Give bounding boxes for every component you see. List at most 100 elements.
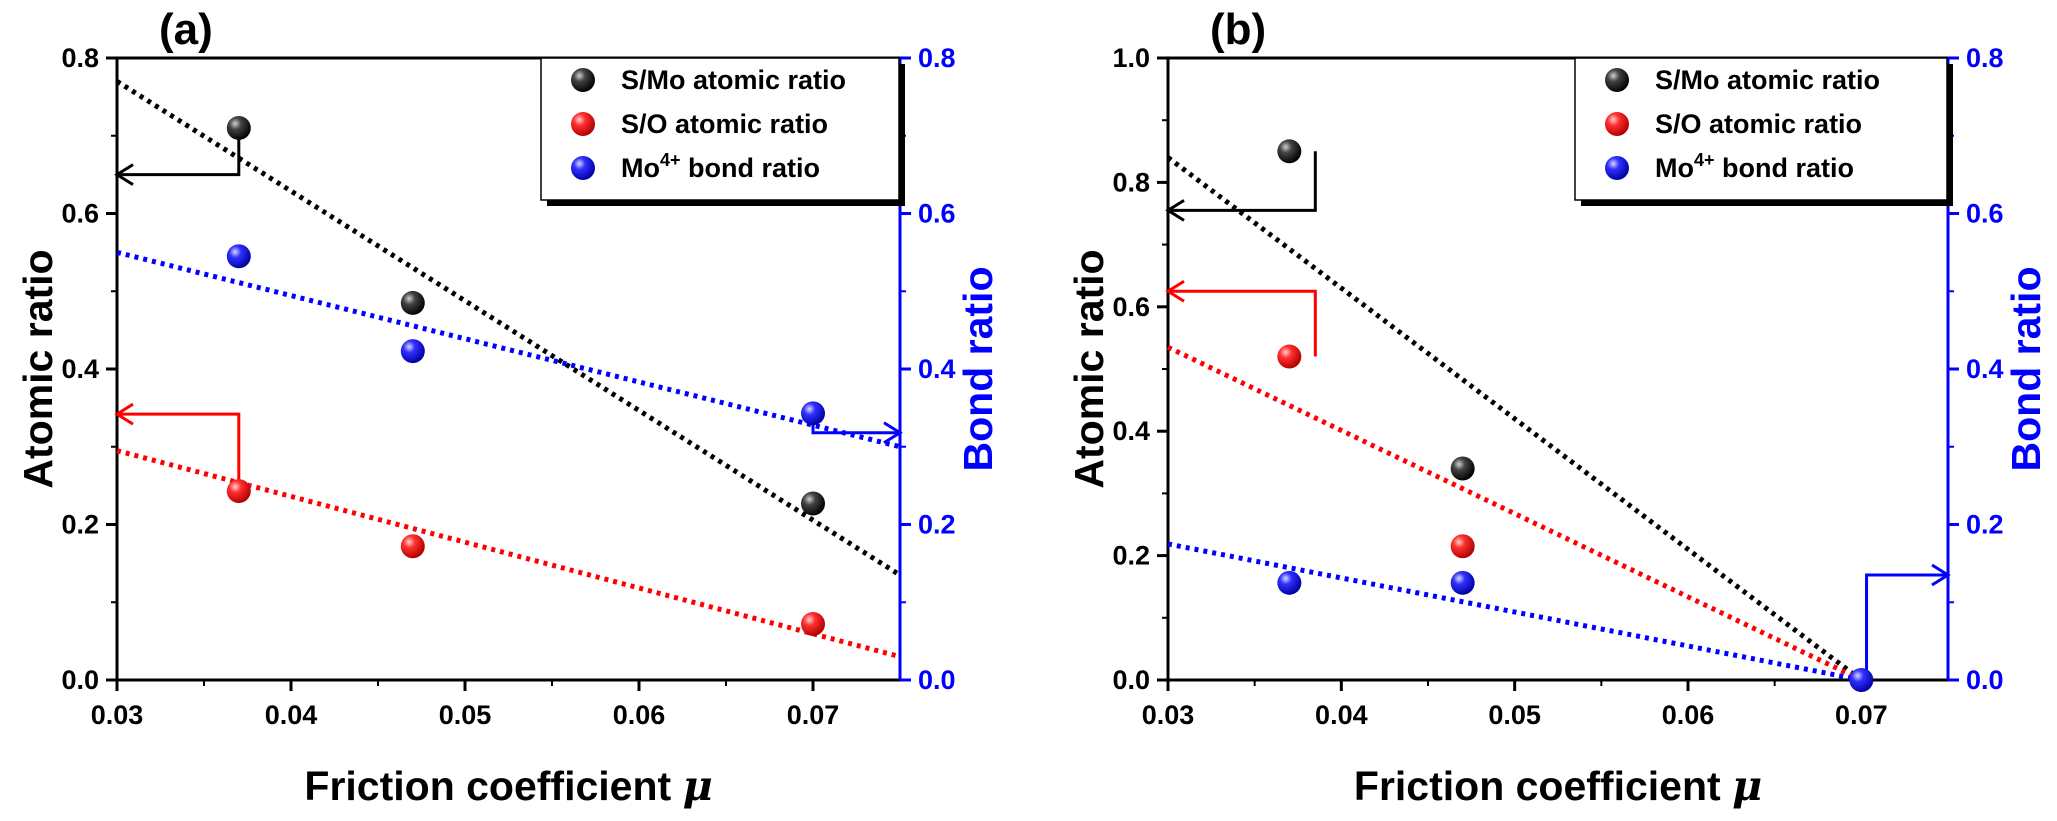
x-tick-label: 0.03 (1142, 700, 1195, 730)
y2-tick-label: 0.4 (918, 354, 956, 384)
legend-label: S/Mo atomic ratio (1655, 65, 1880, 95)
legend-marker (1605, 68, 1629, 92)
axis-pointer-arrow (117, 412, 241, 492)
x-tick-label: 0.06 (1662, 700, 1715, 730)
legend-label-tail: bond ratio (681, 153, 820, 183)
y-tick-label: 0.2 (1112, 541, 1150, 571)
data-point (226, 115, 251, 140)
axis-pointer-arrowhead (883, 421, 903, 445)
y-tick-label: 0.0 (1112, 665, 1150, 695)
legend-label-superscript: 4+ (1694, 150, 1715, 170)
panel-label: (b) (1210, 5, 1266, 54)
y-tick-label: 1.0 (1112, 43, 1150, 73)
legend-marker (571, 156, 595, 180)
x-tick-label: 0.03 (91, 700, 144, 730)
legend-label: S/O atomic ratio (1655, 109, 1862, 139)
legend-label-main: S/O atomic ratio (621, 109, 828, 139)
y2-tick-label: 0.8 (918, 43, 956, 73)
x-axis-label-text: Friction coefficient (1354, 763, 1732, 809)
legend-marker (571, 112, 595, 136)
fit-line (1166, 155, 1863, 682)
y2-tick-label: 0.2 (1966, 510, 2004, 540)
y2-tick-label: 0.0 (918, 665, 956, 695)
x-axis-label-text: Friction coefficient (304, 763, 682, 809)
x-tick-label: 0.06 (613, 700, 666, 730)
data-point (1450, 456, 1475, 481)
axis-pointer-arrowhead (1165, 279, 1185, 303)
panel-label: (a) (159, 5, 213, 54)
x-tick-label: 0.07 (787, 700, 840, 730)
data-point (226, 479, 251, 504)
data-point (1277, 344, 1302, 369)
axis-pointer-arrow (1168, 289, 1317, 357)
y2-tick-label: 0.4 (1966, 354, 2004, 384)
y-axis-label: Atomic ratio (15, 249, 61, 488)
axis-pointer-arrowhead (1165, 199, 1185, 222)
axis-pointer-arrowhead (1931, 563, 1951, 587)
data-point (801, 491, 825, 516)
data-point (1450, 570, 1475, 595)
data-point (801, 401, 825, 426)
axis-pointer-arrowhead (114, 402, 134, 426)
y-tick-label: 0.4 (61, 354, 99, 384)
data-point (226, 244, 251, 269)
y-tick-label: 0.6 (61, 199, 99, 229)
x-axis-label-symbol: μ (1732, 762, 1762, 810)
legend-label: Mo4+ bond ratio (1655, 150, 1854, 183)
y2-tick-label: 0.0 (1966, 665, 2004, 695)
axis-pointer-arrow (117, 127, 241, 177)
legend-marker (1605, 112, 1629, 136)
legend-label-superscript: 4+ (660, 150, 681, 170)
data-point (1849, 668, 1874, 692)
y-tick-label: 0.8 (61, 43, 99, 73)
y-axis-label: Atomic ratio (1066, 249, 1112, 488)
legend-marker (1605, 156, 1629, 180)
fit-line (1166, 344, 1863, 683)
data-point (400, 534, 425, 559)
data-point (1277, 139, 1302, 164)
legend-box (1574, 57, 1948, 201)
y2-axis-label: Bond ratio (955, 267, 1001, 472)
y2-tick-label: 0.8 (1966, 43, 2004, 73)
y-tick-label: 0.6 (1112, 292, 1150, 322)
fit-line (116, 249, 901, 450)
legend-label: S/Mo atomic ratio (621, 65, 846, 95)
x-tick-label: 0.05 (439, 700, 492, 730)
y-tick-label: 0.2 (61, 510, 99, 540)
axis-pointer-arrow (1168, 151, 1317, 212)
y-tick-label: 0.4 (1112, 416, 1150, 446)
legend-label-tail: bond ratio (1715, 153, 1854, 183)
fit-line (115, 79, 902, 578)
legend-marker (571, 68, 595, 92)
data-point (400, 339, 425, 364)
panel-b: (b) 0.03 0.04 0.05 0.06 0.07 0.0 0.2 0.4 0.6 0.8 1.… (1066, 5, 2049, 810)
x-axis-label: Friction coefficient μ (1354, 762, 1762, 810)
y-tick-label: 0.0 (61, 665, 99, 695)
legend-label-main: S/Mo atomic ratio (621, 65, 846, 95)
y2-tick-label: 0.6 (1966, 199, 2004, 229)
y2-tick-label: 0.2 (918, 510, 956, 540)
x-tick-label: 0.04 (265, 700, 318, 730)
fit-line (1167, 541, 1862, 683)
legend-box (540, 57, 900, 201)
panel-a: (a) 0.03 0.04 0.05 0.06 0.07 0.0 0.2 0.4 0.6 0.8 0.… (15, 5, 1001, 810)
axis-pointer-arrowhead (114, 163, 134, 186)
y2-axis-label: Bond ratio (2003, 267, 2049, 472)
x-axis-label-symbol: μ (683, 762, 713, 810)
legend-label: S/O atomic ratio (621, 109, 828, 139)
data-point (400, 290, 425, 315)
y-tick-label: 0.8 (1112, 167, 1150, 197)
x-tick-label: 0.04 (1315, 700, 1368, 730)
x-tick-label: 0.07 (1835, 700, 1888, 730)
data-point (1277, 570, 1302, 595)
axis-pointer-arrow (1865, 573, 1948, 680)
x-axis-label: Friction coefficient μ (304, 762, 712, 810)
legend-label: Mo4+ bond ratio (621, 150, 820, 183)
y2-tick-label: 0.6 (918, 199, 956, 229)
data-point (801, 612, 825, 637)
data-point (1450, 534, 1475, 559)
legend-label-main: S/O atomic ratio (1655, 109, 1862, 139)
legend-label-main: S/Mo atomic ratio (1655, 65, 1880, 95)
legend-label-main: Mo (621, 153, 660, 183)
